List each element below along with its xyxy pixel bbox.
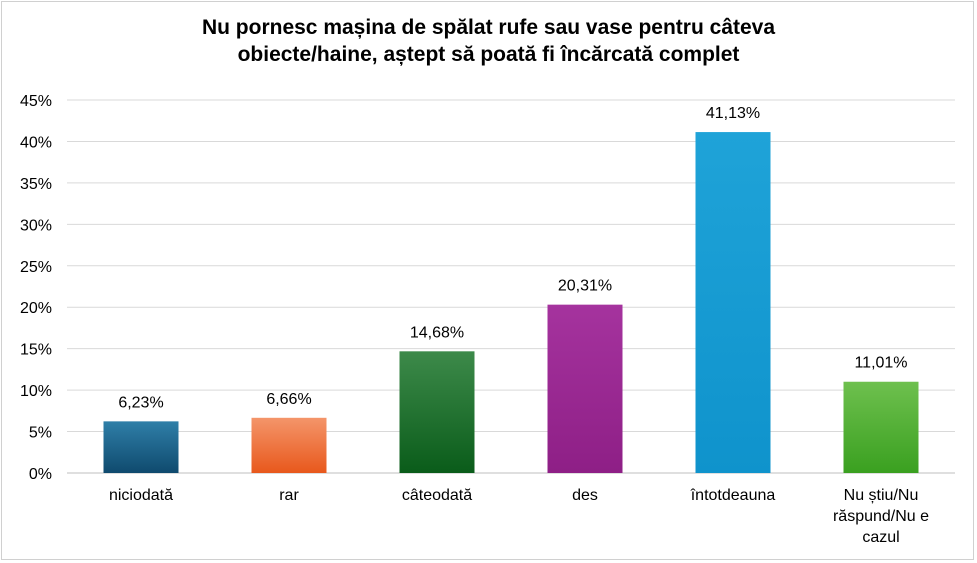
chart-title-line-1: Nu pornesc mașina de spălat rufe sau vas… bbox=[201, 16, 776, 39]
y-tick-label: 15% bbox=[20, 342, 52, 359]
x-category-label: câteodată bbox=[402, 487, 472, 504]
y-tick-label: 40% bbox=[20, 134, 52, 151]
chart-title-line-2: obiecte/haine, aștept să poată fi încărc… bbox=[237, 43, 740, 66]
bars bbox=[103, 132, 919, 473]
bar bbox=[251, 417, 327, 473]
data-label: 20,31% bbox=[558, 278, 612, 295]
y-tick-label: 35% bbox=[20, 176, 52, 193]
x-category-label: niciodată bbox=[109, 487, 173, 504]
y-tick-label: 25% bbox=[20, 259, 52, 276]
x-category-label: des bbox=[572, 487, 598, 504]
y-tick-label: 10% bbox=[20, 383, 52, 400]
bar bbox=[695, 132, 771, 473]
data-label: 14,68% bbox=[410, 324, 464, 341]
x-category-label: Nu știu/Nu bbox=[844, 487, 919, 504]
data-label: 6,66% bbox=[266, 391, 311, 408]
x-category-label: întotdeauna bbox=[690, 487, 776, 504]
data-label: 11,01% bbox=[854, 355, 907, 372]
y-tick-label: 0% bbox=[29, 466, 52, 483]
y-tick-label: 30% bbox=[20, 217, 52, 234]
x-category-label: cazul bbox=[862, 529, 899, 546]
data-label: 41,13% bbox=[706, 105, 760, 122]
y-axis-ticks: 0% 5% 10% 15% 20% 25% 30% 35% 40% 45% bbox=[20, 93, 52, 483]
data-labels: 6,23% 6,66% 14,68% 20,31% 41,13% 11,01% bbox=[118, 105, 907, 411]
y-tick-label: 20% bbox=[20, 300, 52, 317]
x-category-label: răspund/Nu e bbox=[833, 508, 929, 525]
bar bbox=[103, 421, 179, 473]
x-axis-categories: niciodată rar câteodată des întotdeauna Nu șt… bbox=[109, 487, 929, 546]
bar bbox=[843, 381, 919, 473]
gridlines bbox=[67, 99, 955, 474]
chart-title: Nu pornesc mașina de spălat rufe sau vas… bbox=[0, 14, 977, 68]
bar bbox=[399, 351, 475, 473]
y-tick-label: 5% bbox=[29, 425, 52, 442]
x-category-label: rar bbox=[279, 487, 299, 504]
data-label: 6,23% bbox=[118, 394, 163, 411]
bar bbox=[547, 304, 623, 473]
y-tick-label: 45% bbox=[20, 93, 52, 110]
